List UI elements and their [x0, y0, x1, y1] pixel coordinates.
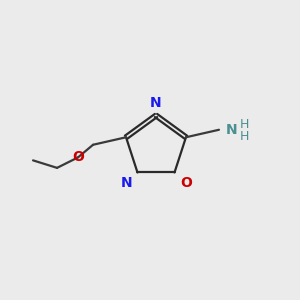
Text: N: N [226, 123, 237, 137]
Text: N: N [121, 176, 132, 190]
Text: H: H [240, 130, 249, 143]
Text: H: H [240, 118, 249, 131]
Text: O: O [72, 150, 84, 164]
Text: N: N [150, 96, 162, 110]
Text: O: O [180, 176, 192, 190]
